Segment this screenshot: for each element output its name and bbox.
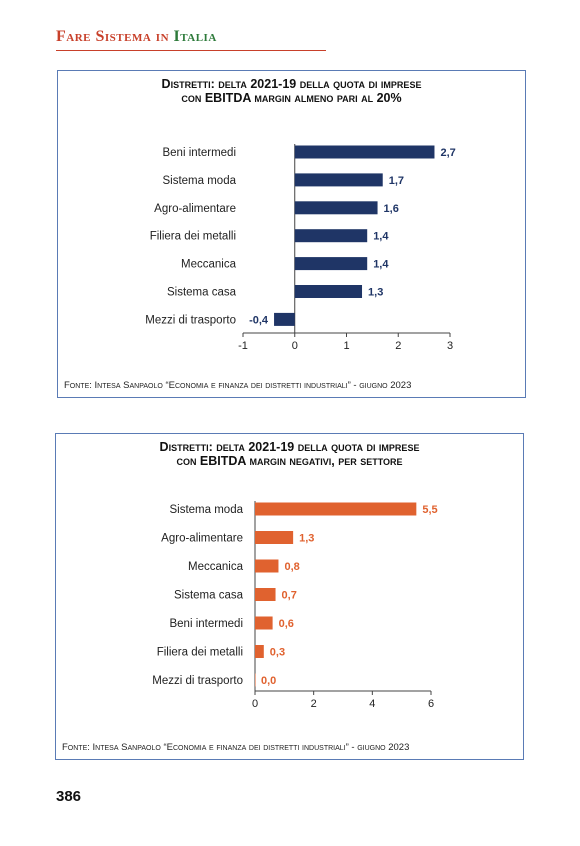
bar	[255, 673, 256, 687]
bar	[294, 257, 368, 271]
category-label: Agro-alimentare	[154, 203, 236, 215]
chart-source: Fonte: Intesa Sanpaolo “Economia e finan…	[62, 742, 410, 753]
category-label: Sistema moda	[162, 175, 236, 187]
bar	[274, 312, 295, 326]
bar	[294, 145, 435, 159]
x-tick-label: 1	[343, 340, 349, 352]
category-label: Mezzi di trasporto	[145, 314, 236, 326]
x-tick-label: 3	[447, 340, 453, 352]
category-label: Mezzi di trasporto	[152, 675, 243, 687]
bar	[294, 173, 383, 187]
x-tick-label: 2	[311, 698, 317, 710]
chart-panel-ebitda-20: Distretti: delta 2021-19 della quota di …	[57, 70, 526, 398]
value-label: -0,4	[249, 314, 269, 326]
page-number: 386	[56, 788, 82, 805]
bar	[255, 559, 279, 573]
category-label: Meccanica	[188, 561, 244, 573]
x-tick-label: 6	[428, 698, 434, 710]
category-label: Meccanica	[181, 259, 237, 271]
category-label: Sistema casa	[174, 590, 244, 602]
chart-title-line1: Distretti: delta 2021-19 della quota di …	[159, 440, 420, 454]
bar	[255, 645, 264, 658]
value-label: 0,8	[284, 561, 299, 573]
category-label: Filiera dei metalli	[150, 231, 236, 243]
chart-title: Distretti: delta 2021-19 della quota di …	[58, 77, 525, 105]
bar-chart: 0 2 4 6 Sistema moda 5,5 Agro-alimentare 1,3 Mec…	[152, 501, 438, 710]
chart-title-line2: con EBITDA margin almeno pari al 20%	[181, 91, 402, 105]
value-label: 2,7	[440, 147, 455, 159]
value-label: 0,3	[270, 647, 285, 659]
value-label: 1,3	[368, 287, 383, 299]
bar	[255, 531, 294, 544]
value-label: 0,0	[261, 675, 276, 687]
category-label: Sistema moda	[169, 504, 243, 516]
bar	[294, 229, 368, 243]
x-tick-label: 2	[395, 340, 401, 352]
chart-title-line1: Distretti: delta 2021-19 della quota di …	[161, 77, 422, 91]
chart-panel-ebitda-negative: Distretti: delta 2021-19 della quota di …	[55, 433, 524, 760]
category-label: Beni intermedi	[169, 618, 243, 630]
bar	[255, 616, 273, 630]
bar	[255, 588, 276, 601]
x-tick-label: -1	[238, 340, 248, 352]
category-label: Sistema casa	[167, 287, 237, 299]
category-label: Agro-alimentare	[161, 533, 243, 545]
chart-title: Distretti: delta 2021-19 della quota di …	[56, 440, 523, 468]
chart-title-line2: con EBITDA margin negativi, per settore	[176, 454, 403, 468]
category-label: Filiera dei metalli	[157, 647, 243, 659]
bar-chart: -1 0 1 2 3 Beni intermedi 2,7 Sistema moda 1,7 Ag…	[145, 144, 456, 352]
value-label: 1,4	[373, 231, 389, 243]
x-tick-label: 0	[292, 340, 298, 352]
header-rule	[56, 50, 326, 51]
x-tick-label: 4	[369, 698, 375, 710]
category-label: Beni intermedi	[162, 147, 236, 159]
bar	[294, 201, 378, 215]
value-label: 5,5	[422, 504, 437, 516]
value-label: 1,6	[384, 203, 399, 215]
running-header: Fare Sistema in Italia	[56, 28, 217, 46]
value-label: 1,4	[373, 259, 389, 271]
bar	[294, 285, 363, 298]
value-label: 0,7	[282, 590, 297, 602]
x-tick-label: 0	[252, 698, 258, 710]
header-text: Fare Sistema in	[56, 28, 174, 45]
value-label: 1,7	[389, 175, 404, 187]
chart-source: Fonte: Intesa Sanpaolo “Economia e finan…	[64, 380, 412, 391]
bar	[255, 502, 417, 516]
value-label: 1,3	[299, 533, 314, 545]
header-text-italia: Italia	[173, 28, 217, 45]
value-label: 0,6	[279, 618, 294, 630]
